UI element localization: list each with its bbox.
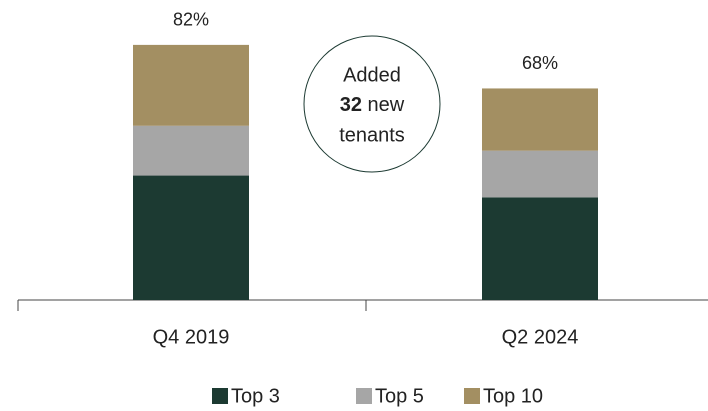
legend-swatch bbox=[464, 388, 480, 404]
legend-swatch bbox=[212, 388, 228, 404]
annotation-text: Added bbox=[343, 64, 401, 86]
bar-segment bbox=[482, 197, 598, 300]
total-label: 82% bbox=[173, 10, 209, 30]
bar-segment bbox=[133, 125, 249, 176]
x-tick-label: Q2 2024 bbox=[502, 326, 579, 348]
legend-label: Top 3 bbox=[231, 385, 280, 407]
legend-swatch bbox=[356, 388, 372, 404]
legend-label: Top 10 bbox=[483, 385, 543, 407]
bar-segment bbox=[133, 44, 249, 126]
total-label: 68% bbox=[522, 53, 558, 73]
x-tick-label: Q4 2019 bbox=[153, 326, 230, 348]
bar-segment bbox=[133, 175, 249, 300]
bar-segment bbox=[482, 150, 598, 198]
annotation-text: tenants bbox=[339, 124, 405, 146]
annotation-text: 32 new bbox=[340, 94, 405, 116]
annotation-text: new bbox=[368, 94, 405, 116]
annotation-circle bbox=[303, 35, 441, 173]
bar-segment bbox=[482, 88, 598, 151]
annotation-number: 32 bbox=[340, 94, 362, 116]
legend-label: Top 5 bbox=[375, 385, 424, 407]
